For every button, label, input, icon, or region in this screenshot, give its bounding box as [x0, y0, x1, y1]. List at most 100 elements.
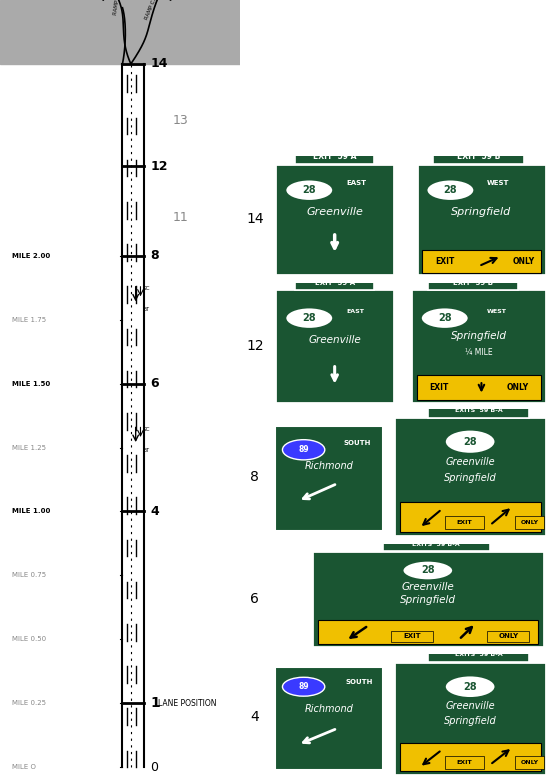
Text: ONLY: ONLY [521, 760, 539, 765]
Text: 8: 8 [150, 250, 159, 262]
Circle shape [445, 675, 496, 698]
Text: ¼ MILE: ¼ MILE [465, 348, 492, 356]
Text: EAST: EAST [346, 310, 364, 314]
Text: 6: 6 [150, 377, 159, 390]
FancyBboxPatch shape [516, 756, 544, 768]
Text: Greenville: Greenville [401, 582, 454, 592]
FancyBboxPatch shape [428, 402, 529, 418]
FancyBboxPatch shape [275, 164, 394, 275]
Text: Springfield: Springfield [452, 207, 512, 217]
Text: RAMP C2 - LEFT: RAMP C2 - LEFT [114, 0, 124, 16]
FancyBboxPatch shape [391, 631, 433, 642]
FancyBboxPatch shape [445, 756, 484, 768]
Text: RAMP C3 - RIGHT: RAMP C3 - RIGHT [144, 0, 166, 20]
Text: 14: 14 [150, 58, 168, 70]
Text: Greenville: Greenville [306, 207, 363, 217]
Circle shape [283, 440, 325, 460]
FancyBboxPatch shape [383, 538, 490, 551]
Text: 12: 12 [246, 339, 264, 353]
Text: WEST: WEST [487, 310, 507, 314]
FancyBboxPatch shape [411, 289, 546, 403]
FancyBboxPatch shape [417, 375, 541, 400]
Text: EXIT: EXIT [404, 633, 421, 640]
FancyBboxPatch shape [318, 620, 538, 644]
Text: 28: 28 [421, 566, 434, 576]
Text: Springfield: Springfield [450, 331, 507, 341]
Text: 2C: 2C [144, 286, 151, 292]
FancyBboxPatch shape [400, 743, 541, 771]
FancyBboxPatch shape [428, 647, 529, 662]
Text: MILE 1.75: MILE 1.75 [12, 317, 46, 323]
FancyBboxPatch shape [312, 551, 544, 647]
Text: ONLY: ONLY [507, 383, 529, 392]
Text: Richmond: Richmond [305, 704, 353, 714]
Text: MILE 1.00: MILE 1.00 [12, 509, 50, 515]
Text: Springfield: Springfield [400, 595, 456, 605]
Text: 6: 6 [251, 592, 259, 606]
FancyBboxPatch shape [394, 661, 546, 775]
Text: 28: 28 [302, 313, 316, 323]
Text: EXIT  59 A: EXIT 59 A [313, 152, 357, 161]
Text: EXITS  59 B-A: EXITS 59 B-A [455, 407, 502, 413]
Text: EXIT: EXIT [429, 383, 449, 392]
Text: 0: 0 [150, 760, 158, 774]
FancyBboxPatch shape [428, 275, 518, 290]
Text: MILE O: MILE O [12, 764, 36, 770]
FancyBboxPatch shape [275, 289, 394, 403]
Circle shape [283, 677, 325, 697]
Text: 28: 28 [302, 185, 316, 195]
Text: MILE 1.25: MILE 1.25 [12, 445, 46, 451]
Text: SOUTH: SOUTH [343, 440, 370, 446]
Circle shape [445, 430, 496, 454]
Text: 11: 11 [173, 211, 189, 224]
Bar [0, 0, 240, 64]
Text: 4: 4 [150, 505, 159, 518]
FancyBboxPatch shape [417, 164, 546, 275]
Circle shape [402, 561, 453, 580]
Text: Greenville: Greenville [445, 700, 495, 711]
Text: EXIT: EXIT [435, 257, 454, 266]
Text: LANE POSITION: LANE POSITION [158, 699, 217, 707]
Text: WEST: WEST [487, 179, 509, 186]
Text: MILE 0.50: MILE 0.50 [12, 636, 46, 643]
Text: 28: 28 [463, 437, 477, 447]
Text: EAST: EAST [346, 179, 366, 186]
Circle shape [426, 179, 474, 201]
Text: EXIT  59 B: EXIT 59 B [453, 280, 493, 285]
Text: MILE 1.50: MILE 1.50 [12, 381, 50, 387]
FancyBboxPatch shape [394, 417, 546, 536]
FancyBboxPatch shape [275, 426, 383, 530]
Text: Greenville: Greenville [445, 457, 495, 467]
FancyBboxPatch shape [275, 667, 383, 770]
Text: 12: 12 [150, 160, 168, 172]
Text: 14: 14 [246, 212, 264, 226]
Text: SOUTH: SOUTH [346, 679, 373, 685]
Text: EXIT: EXIT [457, 760, 473, 765]
Text: MILE 2.00: MILE 2.00 [12, 253, 50, 259]
Text: EXIT: EXIT [457, 520, 473, 525]
Text: 28: 28 [463, 682, 477, 692]
Text: 89: 89 [298, 682, 309, 691]
Text: Greenville: Greenville [308, 335, 361, 345]
Text: 2C: 2C [144, 427, 151, 432]
FancyBboxPatch shape [295, 149, 374, 165]
Circle shape [285, 179, 333, 201]
Text: EXIT  59 A: EXIT 59 A [315, 280, 355, 285]
Text: ONLY: ONLY [513, 257, 535, 266]
FancyBboxPatch shape [487, 631, 529, 642]
FancyBboxPatch shape [433, 149, 524, 165]
Text: EXITS  59 B-A: EXITS 59 B-A [455, 652, 502, 657]
FancyBboxPatch shape [422, 250, 541, 272]
FancyBboxPatch shape [516, 516, 544, 530]
Text: 4: 4 [251, 710, 259, 724]
Circle shape [421, 307, 469, 329]
Text: Richmond: Richmond [305, 461, 353, 471]
Circle shape [285, 307, 333, 329]
FancyBboxPatch shape [400, 502, 541, 532]
FancyBboxPatch shape [295, 275, 374, 290]
Text: 28: 28 [438, 313, 452, 323]
Text: ONLY: ONLY [521, 520, 539, 525]
Text: Springfield: Springfield [444, 473, 496, 483]
Text: 3T: 3T [144, 448, 150, 452]
Text: 8: 8 [251, 470, 259, 484]
